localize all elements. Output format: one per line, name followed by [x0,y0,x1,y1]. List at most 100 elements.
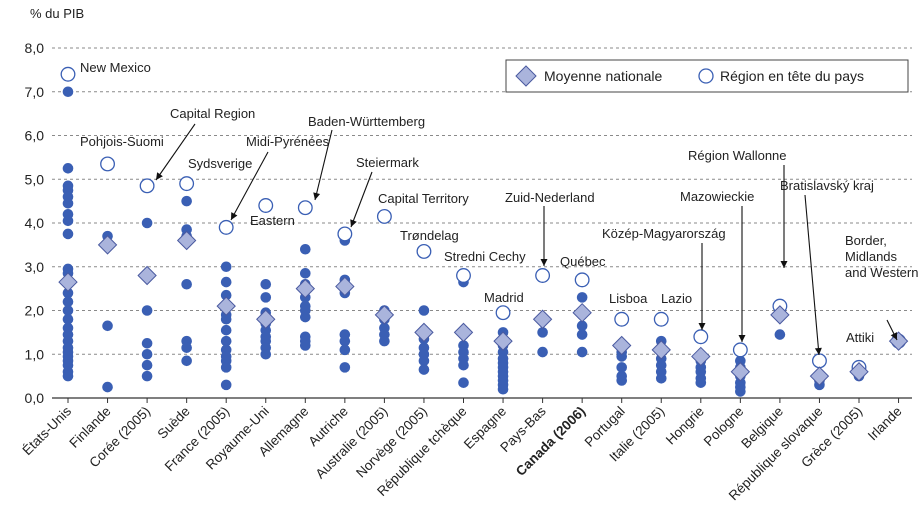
region-dot [141,217,153,229]
top-region-circle [179,176,195,192]
top-region-circle [297,200,313,216]
region-dot [576,292,588,303]
region-dot [260,348,272,360]
region-dot [576,320,588,332]
top-region-label: Midi-Pyrénées [246,134,330,149]
region-dot [418,305,430,316]
region-dot [62,86,74,98]
national-average-diamond [809,366,830,386]
x-category-label: Australie (2005) [313,404,391,482]
legend: Moyenne nationale Région en tête du pays [505,59,909,93]
top-region-label: Capital Territory [378,191,469,206]
national-average-diamond [97,235,118,255]
top-region-circle [732,342,748,358]
top-region-label: Attiki [846,330,874,345]
region-dot [339,335,351,347]
top-region-circle [337,226,353,242]
national-average-diamond [493,331,513,351]
top-region-circle [535,268,551,283]
national-average-diamond [335,276,355,297]
region-dot [62,296,74,308]
region-dot [300,268,311,279]
top-region-circle [693,329,709,345]
region-dot [220,362,232,373]
region-dot [141,370,153,382]
region-dot [300,311,311,323]
top-region-circle [218,219,234,235]
region-dot [62,313,74,325]
top-region-circle [100,156,116,172]
national-average-diamond [58,272,78,292]
annotation-arrowhead [738,335,746,342]
national-average-diamond [770,305,790,325]
y-tick-label: 1,0 [25,346,45,362]
region-dot [62,370,74,382]
national-average-diamond [137,265,157,286]
region-dot [576,346,588,358]
top-region-circle [614,311,630,327]
y-tick-labels: 0,0 1,0 2,0 3,0 4,0 5,0 6,0 7,0 8,0 [25,40,45,406]
national-average-diamond [849,362,869,382]
region-dot [458,359,469,371]
y-tick-label: 5,0 [25,171,45,187]
top-region-circle [574,272,590,288]
top-region-label: Pohjois-Suomi [80,134,164,149]
x-category-label: Canada (2006) [513,404,588,479]
x-category-label: Hongrie [663,404,707,448]
region-dot [458,377,469,388]
region-dot [181,195,192,207]
region-dot [774,329,786,340]
gridlines [52,47,912,403]
region-dot [62,287,74,299]
annotation-arrow [230,151,269,221]
national-average-diamond [256,309,276,329]
region-dot [220,313,232,325]
top-region-label: Trøndelag [400,228,459,243]
national-average-diamond [730,362,751,382]
region-dot [616,362,627,373]
national-average-diamond [414,322,434,343]
top-region-circle [416,243,432,259]
region-dot [576,329,588,340]
annotation-arrow [314,129,333,201]
region-dot [220,324,232,336]
region-dot [260,278,272,290]
top-region-circle [812,353,827,369]
national-average-diamond [374,305,395,325]
national-average-diamond [176,230,197,251]
annotation-arrow [350,171,373,228]
top-region-label: Lazio [661,291,692,306]
annotation-arrowhead [698,323,706,330]
y-tick-label: 6,0 [25,128,45,144]
x-category-label: Norvège (2005) [353,404,430,481]
top-region-label: Québec [560,254,606,269]
region-dot [181,278,192,290]
region-dot [616,375,627,386]
top-region-label: Baden-Württemberg [308,114,425,129]
top-region-label: Sydsverige [188,156,252,171]
region-dot [220,289,232,301]
legend-label-top-region: Région en tête du pays [720,68,864,84]
region-dot [220,379,232,391]
top-region-circle [60,66,76,82]
annotation-arrowhead [313,192,321,200]
region-dot [141,348,153,360]
x-category-label: Suède [155,404,193,442]
top-region-circle [653,311,669,327]
region-dot [62,163,74,174]
y-tick-label: 0,0 [25,390,45,406]
region-dot [418,355,430,367]
annotation-arrowhead [814,347,822,355]
region-dot [616,351,627,362]
region-dot [220,261,232,273]
region-dot [62,305,74,316]
top-region-label: Lisboa [609,291,648,306]
top-region-label: Stredni Cechy [444,249,526,264]
top-region-label: Capital Region [170,106,255,121]
top-region-label: Mazowieckie [680,189,754,204]
top-region-label: Zuid-Nederland [505,190,595,205]
national-average-diamond [572,302,592,323]
x-category-label: États-Unis [19,403,74,458]
